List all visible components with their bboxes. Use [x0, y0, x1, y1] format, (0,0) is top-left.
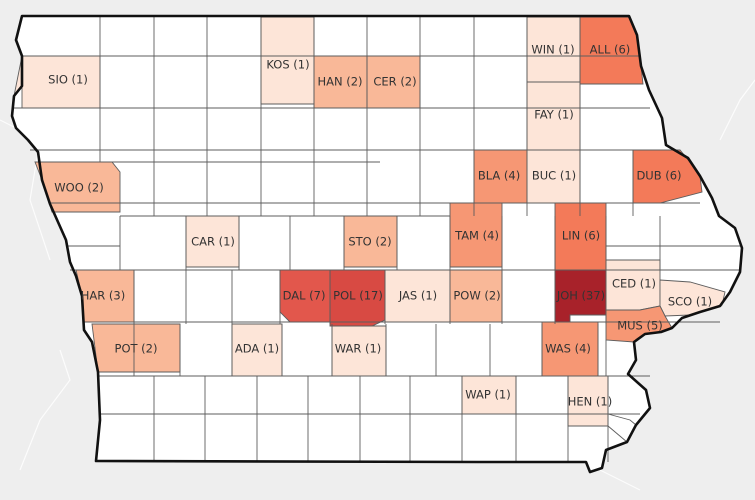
county-label-wap: WAP (1) [465, 388, 511, 402]
county-labels: SIO (1) KOS (1) HAN (2) CER (2) WIN (1) ALL (… [48, 43, 712, 409]
county-label-han: HAN (2) [317, 75, 362, 89]
county-label-pot: POT (2) [115, 342, 158, 356]
county-label-hen: HEN (1) [568, 395, 612, 409]
county-label-mus: MUS (5) [617, 319, 663, 333]
county-label-pow: POW (2) [453, 289, 500, 303]
county-label-ced: CED (1) [612, 277, 656, 291]
county-shapes [13, 16, 726, 427]
county-label-dub: DUB (6) [636, 169, 681, 183]
county-label-sco: SCO (1) [668, 295, 712, 309]
county-label-kos: KOS (1) [266, 58, 309, 72]
county-label-pol: POL (17) [333, 289, 383, 303]
county-label-ada: ADA (1) [235, 342, 279, 356]
county-label-was: WAS (4) [545, 342, 591, 356]
county-label-lin: LIN (6) [562, 229, 600, 243]
county-label-jas: JAS (1) [398, 289, 437, 303]
county-label-war: WAR (1) [335, 342, 382, 356]
county-label-bla: BLA (4) [478, 169, 520, 183]
county-label-all: ALL (6) [590, 43, 631, 57]
state-boundary [10, 14, 744, 474]
county-label-sto: STO (2) [348, 235, 391, 249]
county-label-buc: BUC (1) [532, 169, 576, 183]
county-label-woo: WOO (2) [54, 181, 103, 195]
county-label-cer: CER (2) [373, 75, 416, 89]
county-label-fay: FAY (1) [534, 108, 574, 122]
county-label-win: WIN (1) [531, 43, 574, 57]
county-boundaries [14, 16, 742, 462]
county-label-sio: SIO (1) [48, 73, 88, 87]
county-label-har: HAR (3) [81, 289, 125, 303]
county-label-car: CAR (1) [191, 235, 235, 249]
county-label-dal: DAL (7) [283, 289, 326, 303]
county-label-joh: JOH (37) [556, 289, 605, 303]
county-label-tam: TAM (4) [454, 229, 499, 243]
